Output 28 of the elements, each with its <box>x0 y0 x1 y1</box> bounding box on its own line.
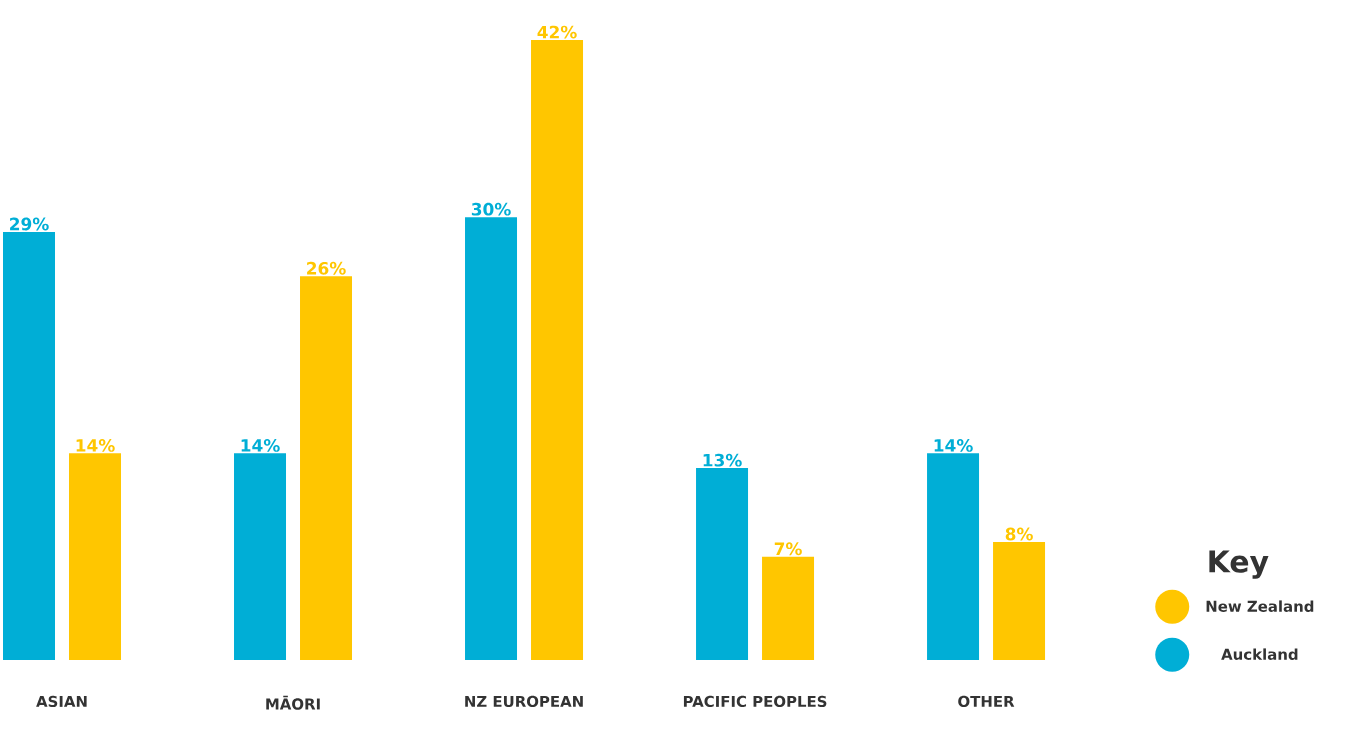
x-tick-label: NZ EUROPEAN <box>465 695 583 708</box>
x-tick-label: ASIAN <box>36 695 87 708</box>
data-label: 7% <box>774 542 802 556</box>
data-label: 30% <box>471 202 511 216</box>
data-label: 13% <box>703 453 742 467</box>
bar <box>993 541 1046 660</box>
bar <box>927 453 980 660</box>
x-tick-label: MĀORI <box>266 695 320 710</box>
data-label: 8% <box>1005 527 1033 541</box>
bar <box>465 217 518 660</box>
data-label: 14% <box>241 438 280 452</box>
data-label: 14% <box>76 438 115 452</box>
bar <box>762 556 815 660</box>
legend-label: New Zealand <box>1206 600 1314 612</box>
x-tick-label: OTHER <box>958 695 1015 708</box>
data-label: 26% <box>307 261 346 275</box>
x-tick-label: PACIFIC PEOPLES <box>683 695 827 708</box>
bar <box>69 453 121 660</box>
bar <box>234 453 287 660</box>
data-label: 29% <box>10 217 49 231</box>
legend-label: Auckland <box>1221 648 1298 660</box>
data-label: 42% <box>537 25 577 39</box>
bar <box>3 231 55 660</box>
bar <box>531 40 584 660</box>
legend-title: Key <box>1209 550 1269 579</box>
bar <box>696 468 749 660</box>
bar <box>300 276 353 660</box>
data-label: 14% <box>934 438 973 452</box>
